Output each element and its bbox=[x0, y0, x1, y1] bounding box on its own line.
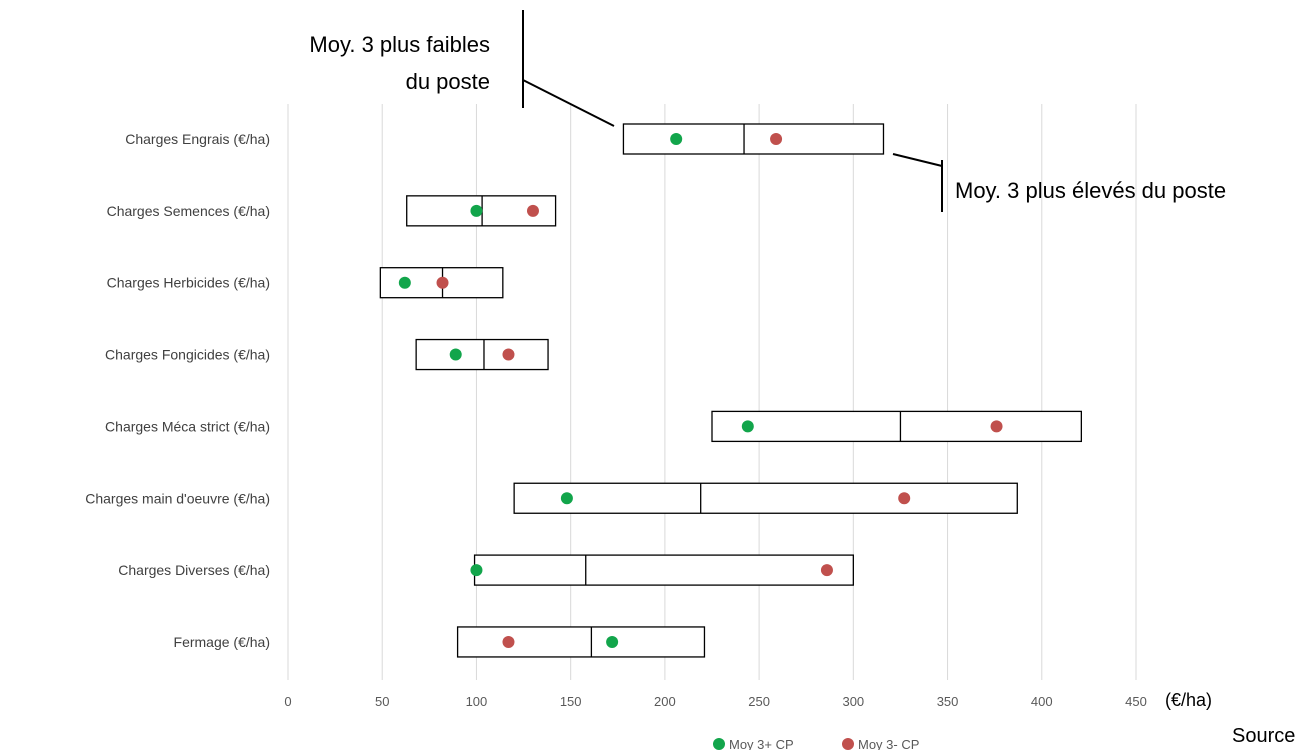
annotation-low-line1: Moy. 3 plus faibles bbox=[309, 32, 490, 57]
point-moy-3-minus-cp bbox=[502, 348, 515, 361]
range-box bbox=[513, 482, 1018, 514]
x-unit-label: (€/ha) bbox=[1165, 690, 1212, 710]
x-tick-label: 50 bbox=[375, 694, 389, 709]
annotation-low: Moy. 3 plus faibles du poste bbox=[309, 10, 615, 127]
point-moy-3-plus-cp bbox=[741, 420, 754, 433]
x-tick-label: 200 bbox=[654, 694, 676, 709]
annotation-low-line2: du poste bbox=[406, 69, 490, 94]
annotation-high-text: Moy. 3 plus élevés du poste bbox=[955, 178, 1226, 203]
point-moy-3-minus-cp bbox=[502, 635, 515, 648]
series-points bbox=[398, 133, 1003, 648]
category-label: Charges Méca strict (€/ha) bbox=[105, 418, 270, 434]
x-tick-label: 350 bbox=[937, 694, 959, 709]
annotation-high-pointer bbox=[892, 153, 943, 167]
category-label: Charges main d'oeuvre (€/ha) bbox=[85, 490, 270, 506]
range-box bbox=[711, 410, 1083, 443]
point-moy-3-minus-cp bbox=[770, 133, 783, 145]
legend-marker-green bbox=[713, 738, 725, 750]
range-box bbox=[415, 338, 549, 371]
point-moy-3-plus-cp bbox=[470, 564, 483, 577]
legend-label-1: Moy 3+ CP bbox=[729, 737, 794, 750]
x-tick-label: 150 bbox=[560, 694, 582, 709]
x-tick-label: 400 bbox=[1031, 694, 1053, 709]
legend-label-2: Moy 3- CP bbox=[858, 737, 919, 750]
range-box bbox=[622, 123, 885, 155]
point-moy-3-minus-cp bbox=[526, 204, 539, 217]
point-moy-3-minus-cp bbox=[820, 564, 833, 577]
point-moy-3-minus-cp bbox=[898, 492, 911, 505]
legend: Moy 3+ CP Moy 3- CP bbox=[713, 737, 919, 750]
point-moy-3-plus-cp bbox=[606, 635, 619, 648]
point-moy-3-plus-cp bbox=[398, 276, 411, 289]
category-label: Charges Diverses (€/ha) bbox=[118, 562, 270, 578]
x-tick-label: 450 bbox=[1125, 694, 1147, 709]
x-tick-label: 100 bbox=[466, 694, 488, 709]
range-box bbox=[473, 554, 854, 586]
x-tick-label: 0 bbox=[284, 694, 291, 709]
annotation-high: Moy. 3 plus élevés du poste bbox=[892, 153, 1226, 212]
range-box bbox=[456, 626, 706, 658]
point-moy-3-plus-cp bbox=[560, 492, 573, 505]
category-label: Charges Fongicides (€/ha) bbox=[105, 347, 270, 363]
x-tick-label: 250 bbox=[748, 694, 770, 709]
point-moy-3-minus-cp bbox=[990, 420, 1003, 433]
source-label: Source bbox=[1232, 725, 1295, 747]
x-tick-labels: 0 50 100 150 200 250 300 350 400 450 bbox=[284, 694, 1146, 709]
category-label: Charges Semences (€/ha) bbox=[107, 203, 270, 219]
point-moy-3-minus-cp bbox=[436, 276, 449, 289]
range-boxes bbox=[379, 123, 1083, 658]
point-moy-3-plus-cp bbox=[449, 348, 462, 361]
category-label: Charges Engrais (€/ha) bbox=[125, 131, 270, 147]
x-tick-label: 300 bbox=[842, 694, 864, 709]
category-label: Fermage (€/ha) bbox=[174, 634, 270, 650]
point-moy-3-plus-cp bbox=[670, 133, 683, 145]
legend-marker-red bbox=[842, 738, 854, 750]
category-labels: Charges Engrais (€/ha) Charges Semences (… bbox=[85, 131, 270, 650]
annotation-low-pointer bbox=[522, 79, 615, 127]
category-label: Charges Herbicides (€/ha) bbox=[107, 275, 270, 291]
point-moy-3-plus-cp bbox=[470, 204, 483, 217]
